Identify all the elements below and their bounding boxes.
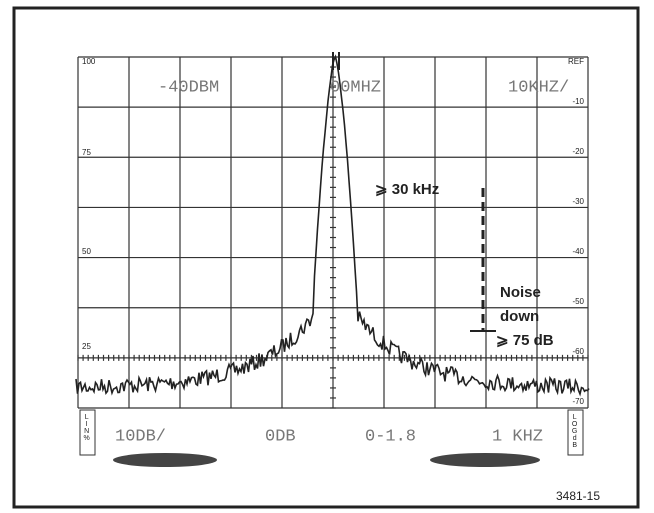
left-scale-label: 75 <box>82 148 91 157</box>
readout-top: 00MHZ <box>330 78 381 97</box>
mode-right: LOGdB <box>571 414 578 449</box>
figure: LIN% LOGdB ⩾ 30 kHz Noise down ⩾ 75 dB 3… <box>0 0 654 513</box>
blob <box>113 453 217 467</box>
right-scale-label: -50 <box>572 297 584 306</box>
right-scale-label: -30 <box>572 197 584 206</box>
figure-id: 3481-15 <box>556 489 600 503</box>
blob <box>430 453 540 467</box>
left-scale-label: 50 <box>82 247 91 256</box>
right-scale-label: -70 <box>572 397 584 406</box>
span-label: ⩾ 30 kHz <box>375 181 439 198</box>
readout-bottom: 0-1.8 <box>365 427 416 446</box>
right-scale-label: -60 <box>572 347 584 356</box>
noise-label: Noise <box>500 284 541 301</box>
readout-bottom: 10DB/ <box>115 427 166 446</box>
readout-bottom: 1 KHZ <box>492 427 543 446</box>
noise-label: down <box>500 308 539 325</box>
right-scale-label: -20 <box>572 147 584 156</box>
noise-label: ⩾ 75 dB <box>496 332 554 349</box>
readout-bottom: 0DB <box>265 427 296 446</box>
right-scale-label: REF <box>568 57 584 66</box>
readout-top: 10KHZ/ <box>508 78 569 97</box>
left-scale-label: 25 <box>82 342 91 351</box>
right-scale-label: -10 <box>572 97 584 106</box>
readout-top: -40DBM <box>158 78 219 97</box>
right-scale-label: -40 <box>572 247 584 256</box>
left-scale-label: 100 <box>82 57 96 66</box>
mode-left: LIN% <box>83 414 90 442</box>
